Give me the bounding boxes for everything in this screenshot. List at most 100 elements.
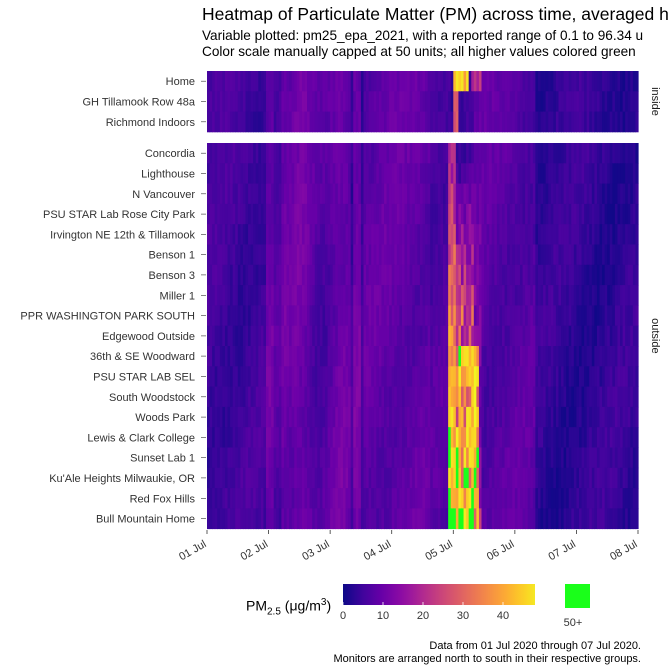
heatmap-cell [517, 325, 521, 347]
heatmap-cell [296, 346, 300, 367]
heatmap-cell [207, 305, 211, 327]
heatmap-cell [371, 427, 375, 448]
heatmap-cell [466, 163, 470, 184]
heatmap-cell [468, 264, 472, 286]
heatmap-cell [389, 488, 393, 509]
heatmap-cell [504, 264, 508, 286]
heatmap-cell [417, 488, 421, 509]
heatmap-cell [635, 224, 639, 245]
heatmap-cell [543, 285, 547, 306]
heatmap-cell [260, 325, 265, 347]
heatmap-cell [440, 143, 444, 164]
heatmap-cell [484, 163, 488, 184]
heatmap-cell [620, 264, 624, 286]
heatmap-cell [430, 386, 434, 408]
heatmap-cell [296, 224, 300, 245]
heatmap-cell [217, 447, 221, 469]
heatmap-cell [266, 224, 270, 245]
heatmap-cell [240, 427, 244, 448]
heatmap-cell [317, 366, 321, 387]
heatmap-cell [342, 264, 347, 286]
heatmap-cell [314, 488, 318, 509]
heatmap-cell [478, 386, 483, 408]
heatmap-cell [527, 143, 531, 164]
heatmap-cell [625, 325, 629, 347]
heatmap-cell [340, 406, 344, 428]
heatmap-cell [632, 467, 637, 489]
heatmap-cell [330, 488, 334, 509]
heatmap-cell [471, 447, 475, 469]
heatmap-cell [283, 244, 288, 266]
heatmap-cell [599, 508, 603, 530]
heatmap-cell [527, 163, 531, 184]
heatmap-cell [620, 163, 624, 184]
heatmap-cell [478, 163, 483, 184]
heatmap-cell [335, 427, 339, 448]
heatmap-cell [307, 427, 311, 448]
heatmap-cell [545, 427, 549, 448]
heatmap-cell [337, 346, 342, 367]
heatmap-cell [330, 447, 334, 469]
heatmap-cell [586, 488, 590, 509]
heatmap-cell [448, 264, 452, 286]
heatmap-cell [394, 346, 398, 367]
heatmap-cell [250, 325, 254, 347]
heatmap-cell [489, 406, 493, 428]
heatmap-cell [609, 71, 613, 92]
heatmap-cell [219, 224, 223, 245]
heatmap-cell [599, 305, 603, 327]
heatmap-cell [301, 346, 306, 367]
heatmap-cell [307, 467, 311, 489]
heatmap-cell [232, 427, 236, 448]
heatmap-cell [322, 386, 326, 408]
heatmap-cell [450, 111, 454, 133]
heatmap-cell [563, 285, 567, 306]
heatmap-cell [371, 203, 375, 225]
heatmap-cell [278, 143, 282, 164]
heatmap-cell [502, 264, 506, 286]
heatmap-cell [224, 203, 229, 225]
heatmap-cell [545, 143, 549, 164]
heatmap-cell [630, 183, 634, 205]
heatmap-cell [496, 91, 501, 112]
heatmap-cell [386, 508, 390, 530]
heatmap-cell [224, 264, 229, 286]
heatmap-cell [266, 346, 270, 367]
heatmap-cell [507, 91, 511, 112]
heatmap-cell [468, 143, 472, 164]
heatmap-cell [389, 264, 393, 286]
heatmap-cell [502, 366, 506, 387]
heatmap-cell [481, 467, 485, 489]
heatmap-cell [514, 91, 519, 112]
heatmap-cell [445, 264, 449, 286]
heatmap-cell [209, 325, 213, 347]
heatmap-cell [473, 111, 477, 133]
heatmap-cell [281, 244, 285, 266]
heatmap-cell [532, 488, 536, 509]
heatmap-cell [271, 224, 275, 245]
heatmap-cell [443, 111, 447, 133]
heatmap-cell [450, 427, 454, 448]
heatmap-cell [607, 488, 611, 509]
heatmap-cell [391, 427, 395, 448]
heatmap-cell [376, 488, 380, 509]
heatmap-cell [291, 183, 295, 205]
heatmap-cell [609, 203, 613, 225]
heatmap-cell [371, 224, 375, 245]
heatmap-cell [404, 488, 408, 509]
heatmap-cell [389, 111, 393, 133]
heatmap-cell [635, 325, 639, 347]
heatmap-cell [512, 91, 516, 112]
heatmap-cell [630, 406, 634, 428]
heatmap-cell [555, 386, 560, 408]
heatmap-cell [224, 325, 229, 347]
heatmap-cell [253, 203, 257, 225]
heatmap-cell [299, 366, 303, 387]
heatmap-cell [599, 346, 603, 367]
heatmap-cell [232, 406, 236, 428]
heatmap-cell [443, 325, 447, 347]
heatmap-cell [296, 244, 300, 266]
heatmap-cell [612, 264, 616, 286]
heatmap-cell [309, 285, 313, 306]
heatmap-cell [596, 71, 601, 92]
